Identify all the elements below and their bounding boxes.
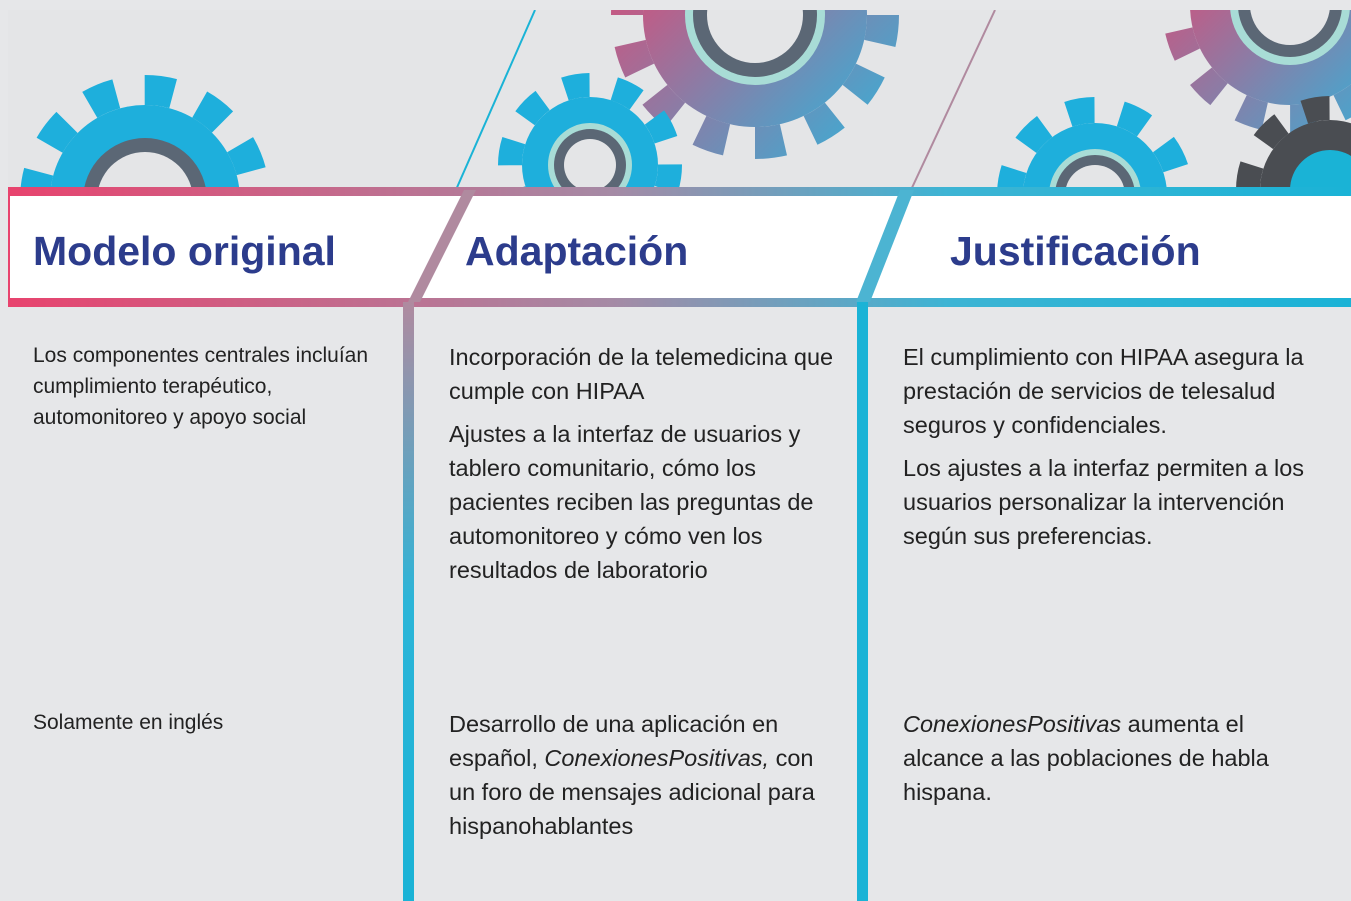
paragraph: Desarrollo de una aplicación en español,… bbox=[449, 707, 837, 843]
column-header: Adaptación bbox=[465, 228, 689, 274]
table-cell: ConexionesPositivas aumenta el alcance a… bbox=[903, 707, 1323, 818]
table-cell: El cumplimiento con HIPAA asegura la pre… bbox=[903, 340, 1323, 562]
paragraph: Incorporación de la telemedicina que cum… bbox=[449, 344, 834, 404]
table-cell: Los componentes centrales incluían cumpl… bbox=[33, 340, 378, 442]
table-cell: Desarrollo de una aplicación en español,… bbox=[449, 707, 837, 852]
paragraph: Solamente en inglés bbox=[33, 711, 224, 734]
paragraph: Los ajustes a la interfaz permiten a los… bbox=[903, 455, 1305, 549]
text-run: con un foro de mensajes adicional para h… bbox=[449, 745, 815, 839]
italic-run: ConexionesPositivas bbox=[903, 711, 1122, 737]
paragraph: Ajustes a la interfaz de usuarios y tabl… bbox=[449, 421, 814, 583]
paragraph: El cumplimiento con HIPAA asegura la pre… bbox=[903, 344, 1304, 438]
paragraph: Los componentes centrales incluían cumpl… bbox=[33, 344, 369, 429]
column-header: Modelo original bbox=[33, 228, 336, 274]
table-cell: Incorporación de la telemedicina que cum… bbox=[449, 340, 837, 596]
table-cell: Solamente en inglés bbox=[33, 707, 378, 747]
text-run: Desarrollo de una aplicación en español, bbox=[449, 711, 779, 771]
paragraph: ConexionesPositivas aumenta el alcance a… bbox=[903, 707, 1323, 809]
column-header: Justificación bbox=[950, 228, 1201, 274]
italic-run: ConexionesPositivas, bbox=[544, 745, 770, 771]
text-run: aumenta el alcance a las poblaciones de … bbox=[903, 711, 1269, 805]
